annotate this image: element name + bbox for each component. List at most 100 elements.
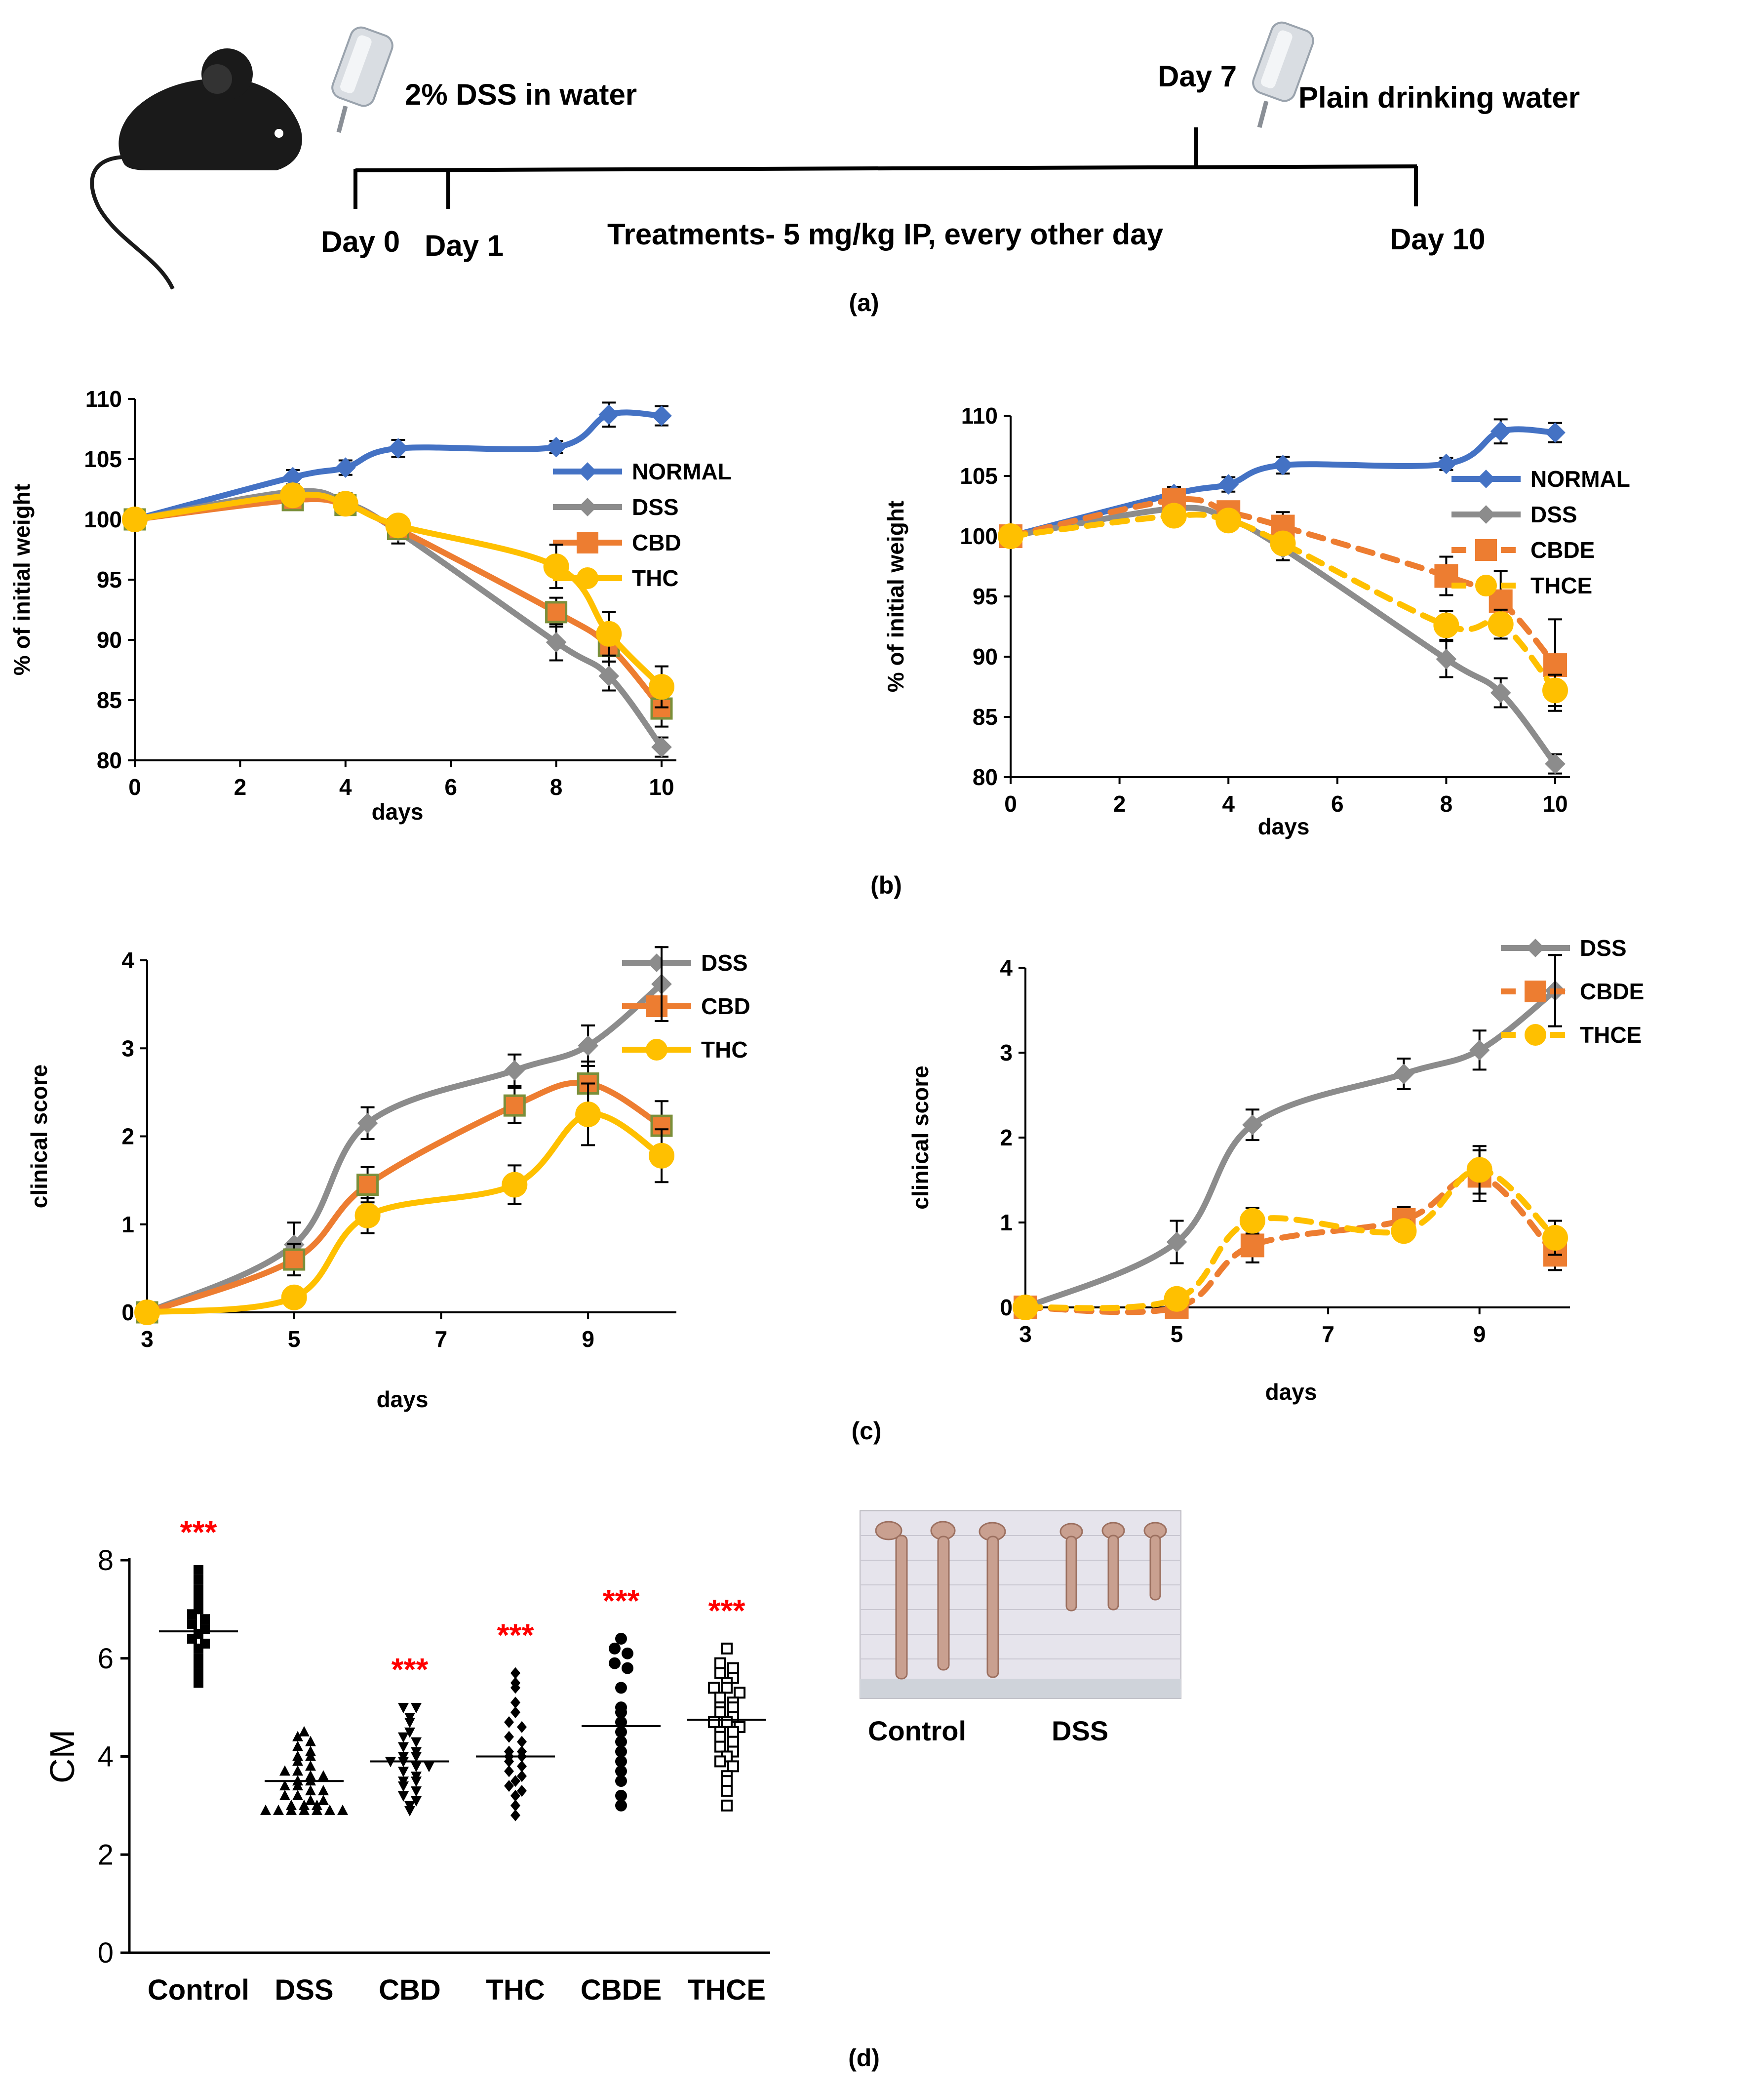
data-point [596,621,622,647]
data-point [510,1809,520,1821]
legend-marker [577,567,598,589]
category-label: CBDE [581,1974,662,2006]
data-point [194,1565,203,1575]
data-point [134,1300,160,1325]
data-point [292,1755,303,1766]
data-point [398,1703,409,1714]
y-tick-label: 85 [97,687,122,713]
data-point [357,1112,378,1134]
y-tick-label: 2 [1000,1125,1013,1150]
data-point [411,1796,422,1807]
data-point [1489,589,1513,613]
series-thce [1013,1145,1568,1320]
legend-marker [578,498,597,516]
legend-item-dss: DSS [1501,935,1627,961]
data-point [1542,677,1568,704]
day10-label: Day 10 [1390,223,1485,256]
data-point [651,737,672,757]
y-tick-label: 0 [1000,1295,1013,1320]
data-point [194,1668,203,1678]
data-point [279,1780,290,1791]
day7-label: Day 7 [1158,60,1237,93]
data-point [1272,455,1294,475]
legend-marker [1525,981,1546,1002]
data-point [503,1094,526,1117]
x-tick-label: 7 [1322,1321,1334,1347]
legend-marker [577,532,598,553]
data-point [194,1643,203,1654]
data-point [411,1737,422,1748]
legend-item-cbde: CBDE [1501,979,1644,1004]
data-point [615,1735,627,1748]
data-point [200,1614,210,1624]
data-point [398,1732,409,1743]
data-point [504,1765,514,1777]
data-point [546,436,567,458]
y-tick-label: 6 [98,1643,114,1675]
data-point [398,1791,409,1802]
data-point [404,1727,415,1738]
weight-chart-left: 80 85 90 95 100 105 110 0 2 4 6 8 10 days % of initial… [9,386,732,825]
data-point [504,1060,525,1081]
legend-marker [1475,575,1497,596]
data-point [734,1687,745,1699]
data-point [714,1667,726,1679]
data-point [292,1780,303,1791]
day0-label: Day 0 [321,225,400,258]
legend-label: DSS [1530,502,1577,527]
data-point [292,1790,303,1800]
data-point [411,1776,422,1787]
x-tick-label: 9 [582,1326,594,1352]
panel-d-label: (d) [848,2044,880,2072]
y-tick-label: 8 [98,1544,114,1577]
legend-label: DSS [1580,935,1627,961]
series-line [1022,1172,1558,1315]
data-point [1013,1295,1038,1320]
y-tick-label: 105 [960,463,998,489]
data-point [1545,422,1566,443]
data-point [543,553,569,580]
data-point [517,1735,527,1748]
mouse-icon [90,48,302,290]
legend-marker [1475,539,1497,561]
y-tick-label: 1 [121,1212,134,1237]
y-tick-label: 4 [1000,955,1013,981]
data-point [356,1174,379,1196]
category-label: CBD [379,1974,441,2006]
data-point [398,1781,409,1792]
group-control: Control *** [148,1514,249,2006]
legend-item-thc: THC [553,565,679,591]
x-tick-label: 0 [1004,791,1017,817]
data-point [305,1750,316,1761]
legend-item-cbde: CBDE [1451,537,1595,563]
legend-label: CBD [701,993,750,1019]
data-point [615,1799,627,1812]
data-point [1391,1218,1417,1244]
y-tick-label: 80 [973,764,998,790]
legend-marker [1477,505,1495,524]
data-point [721,1775,733,1787]
y-tick-label: 0 [98,1937,114,1969]
data-point [305,1794,316,1805]
photo-control-label: Control [868,1715,966,1746]
data-point [517,1721,527,1733]
category-label: THC [486,1974,545,2006]
x-tick-label: 6 [444,774,457,800]
weight-chart-right: 80 85 90 95 100 105 110 0 2 4 6 8 10 days % of initial… [883,403,1630,839]
data-point [615,1745,627,1758]
y-axis-label: clinical score [26,1064,52,1209]
data-point [615,1775,627,1787]
data-point [721,1642,733,1655]
data-point [286,1804,297,1815]
data-point [281,1284,307,1310]
legend-item-thc: THC [622,1037,748,1063]
data-point [1240,1233,1264,1258]
y-tick-label: 110 [961,403,998,429]
y-axis-label: % of initial weight [9,484,35,675]
data-point [292,1765,303,1776]
x-tick-label: 3 [141,1326,154,1352]
data-point [622,1662,633,1674]
x-tick-label: 9 [1473,1321,1486,1347]
